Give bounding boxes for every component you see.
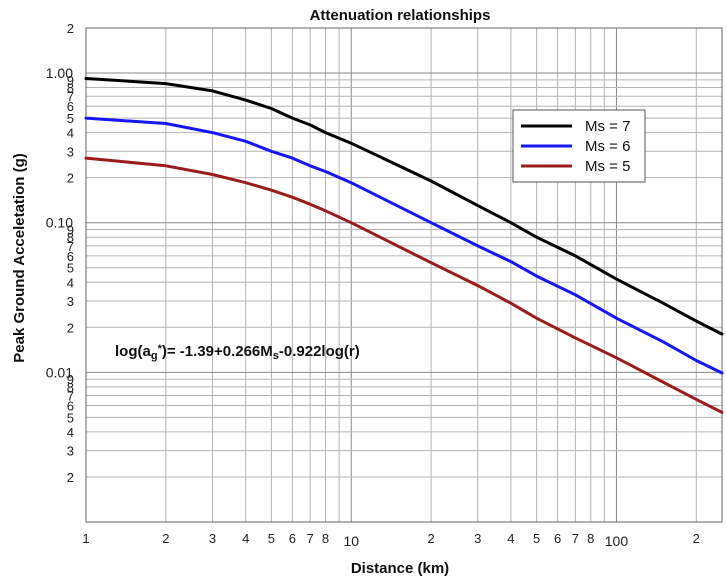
- chart-title: Attenuation relationships: [310, 7, 491, 24]
- y-tick-label: 7: [67, 89, 74, 104]
- y-tick-label: 9: [67, 73, 74, 88]
- y-tick-label: 3: [67, 294, 74, 309]
- formula-part: )= -1.39+0.266M: [162, 343, 273, 360]
- y-tick-label: 5: [67, 111, 74, 126]
- x-tick-label: 5: [268, 531, 275, 546]
- y-tick-label: 4: [67, 425, 74, 440]
- y-tick-label: 8: [67, 81, 74, 96]
- formula-part: -0.922log(r): [279, 343, 360, 360]
- y-tick-label: 6: [67, 99, 74, 114]
- formula-annotation: log(ag*)= -1.39+0.266Ms-0.922log(r): [115, 343, 360, 362]
- y-tick-label: 2: [67, 320, 74, 335]
- y-tick-label: 4: [67, 275, 74, 290]
- y-tick-label: 5: [67, 261, 74, 276]
- x-tick-label: 6: [554, 531, 561, 546]
- grid: [85, 27, 722, 523]
- x-tick-label: 2: [162, 531, 169, 546]
- y-tick-label: 5: [67, 410, 74, 425]
- x-tick-label: 100: [605, 533, 629, 549]
- x-tick-label: 4: [242, 531, 249, 546]
- formula-part: g: [151, 350, 158, 362]
- formula-part: s: [273, 350, 279, 362]
- y-tick-label: 2: [67, 470, 74, 485]
- y-tick-label: 3: [67, 144, 74, 159]
- series-lines: [84, 77, 724, 414]
- x-tick-label: 8: [322, 531, 329, 546]
- y-tick-label: 8: [67, 380, 74, 395]
- legend-label: Ms = 7: [585, 118, 630, 135]
- y-tick-label: 0.10: [46, 215, 73, 231]
- x-tick-label: 4: [507, 531, 514, 546]
- y-tick-label: 9: [67, 223, 74, 238]
- y-tick-label: 3: [67, 444, 74, 459]
- x-axis-title: Distance (km): [351, 560, 449, 577]
- series-line-3: [84, 156, 724, 414]
- x-tick-label: 2: [693, 531, 700, 546]
- x-tick-label: 3: [209, 531, 216, 546]
- x-tick-label: 7: [307, 531, 314, 546]
- y-tick-label: 4: [67, 126, 74, 141]
- formula-part: *: [158, 343, 163, 355]
- legend-label: Ms = 5: [585, 158, 630, 175]
- series-line-2: [84, 116, 724, 375]
- plot-frame: [85, 27, 723, 523]
- y-tick-label: 9: [67, 372, 74, 387]
- x-tick-label: 3: [474, 531, 481, 546]
- y-tick-label: 7: [67, 389, 74, 404]
- legend-label: Ms = 6: [585, 138, 630, 155]
- series-line-1: [84, 77, 724, 336]
- x-tick-labels: 1 2 3 4 5 6 7 8 10 2 3 4 5 6 7 8 100 2: [82, 531, 700, 549]
- y-tick-label: 6: [67, 249, 74, 264]
- y-tick-label: 7: [67, 239, 74, 254]
- x-tick-label: 7: [572, 531, 579, 546]
- y-axis-title: Peak Ground Acceletation (g): [11, 153, 28, 362]
- x-tick-label: 10: [343, 533, 359, 549]
- y-tick-label: 6: [67, 399, 74, 414]
- formula-part: log(a: [115, 343, 151, 360]
- x-tick-label: 6: [289, 531, 296, 546]
- legend: Ms = 7 Ms = 6 Ms = 5: [512, 109, 646, 183]
- y-tick-label: 0.01: [46, 364, 73, 380]
- y-tick-label: 2: [67, 171, 74, 186]
- y-tick-label: 2: [67, 21, 74, 36]
- x-tick-label: 5: [533, 531, 540, 546]
- x-tick-label: 1: [82, 531, 89, 546]
- y-tick-label: 8: [67, 230, 74, 245]
- y-tick-label: 1.00: [46, 65, 73, 81]
- x-tick-label: 8: [587, 531, 594, 546]
- x-tick-label: 2: [427, 531, 434, 546]
